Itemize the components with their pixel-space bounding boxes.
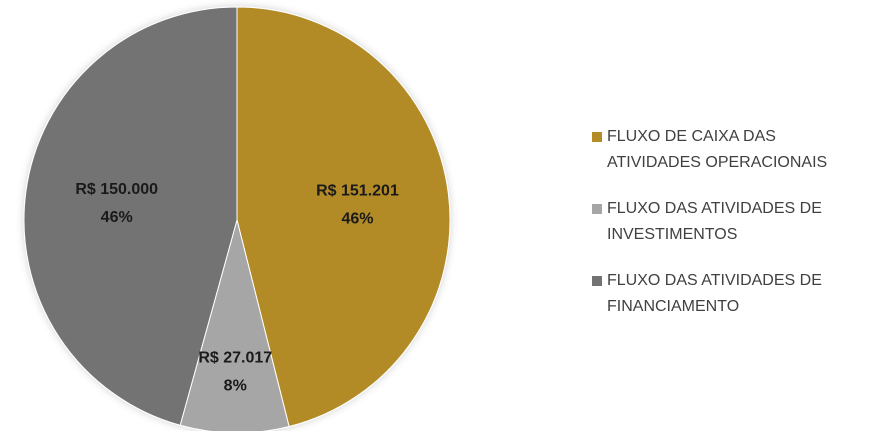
- value-label: R$ 150.000: [75, 181, 158, 198]
- slices: [23, 6, 451, 431]
- value-label: R$ 151.201: [316, 182, 399, 199]
- legend-swatch: [592, 276, 602, 286]
- pie-slice: [23, 6, 238, 426]
- legend: FLUXO DE CAIXA DAS ATIVIDADES OPERACIONA…: [588, 124, 872, 340]
- legend-label: FLUXO DAS ATIVIDADES DE INVESTIMENTOS: [607, 200, 822, 243]
- pie-slice: [236, 6, 451, 428]
- legend-label: FLUXO DAS ATIVIDADES DE FINANCIAMENTO: [607, 272, 822, 315]
- legend-item: FLUXO DE CAIXA DAS ATIVIDADES OPERACIONA…: [588, 124, 872, 176]
- legend-label: FLUXO DE CAIXA DAS ATIVIDADES OPERACIONA…: [607, 128, 828, 171]
- value-label: R$ 27.017: [198, 350, 272, 367]
- pie-slice: [179, 218, 290, 431]
- legend-item: FLUXO DAS ATIVIDADES DE INVESTIMENTOS: [588, 196, 872, 248]
- legend-swatch: [592, 204, 602, 214]
- percent-label: 46%: [101, 209, 133, 226]
- legend-item: FLUXO DAS ATIVIDADES DE FINANCIAMENTO: [588, 268, 872, 320]
- percent-label: 8%: [224, 378, 247, 395]
- percent-label: 46%: [341, 210, 373, 227]
- legend-swatch: [592, 132, 602, 142]
- labels: R$ 151.201 46% R$ 27.017 8% R$ 150.000 46%: [75, 181, 399, 395]
